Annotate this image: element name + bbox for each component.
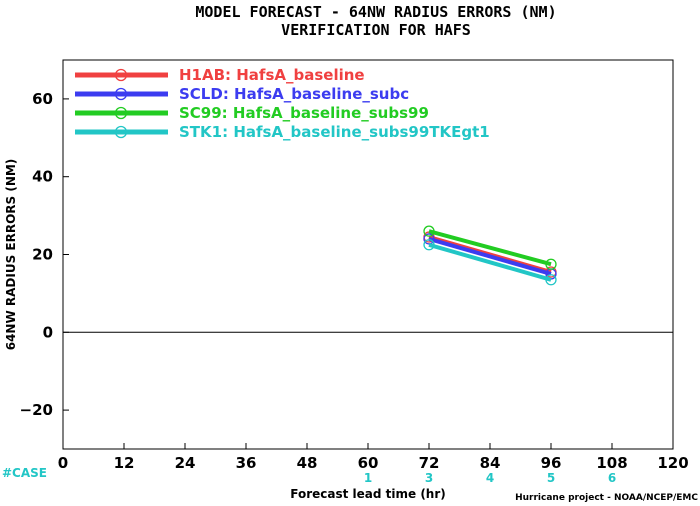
- case-count: 5: [547, 471, 555, 485]
- series-layer: [423, 225, 557, 286]
- x-tick-label: 96: [541, 454, 562, 472]
- case-count: 4: [486, 471, 494, 485]
- x-tick-label: 12: [114, 454, 135, 472]
- x-tick-label: 24: [175, 454, 196, 472]
- series-marker: [423, 233, 435, 245]
- y-axis-ticks: −20 0 20 40 60: [20, 90, 69, 419]
- series-line: [428, 237, 552, 276]
- legend-entry-label: SC99: HafsA_baseline_subs99: [179, 104, 429, 122]
- series-marker: [545, 258, 557, 270]
- case-count: 6: [608, 471, 616, 485]
- x-tick-label: 72: [419, 454, 440, 472]
- x-tick-label: 60: [358, 454, 379, 472]
- y-tick-label: 20: [32, 246, 53, 264]
- y-axis-label: 64NW RADIUS ERRORS (NM): [4, 159, 18, 351]
- series-line: [428, 242, 552, 282]
- credit-text: Hurricane project - NOAA/NCEP/EMC: [515, 493, 698, 503]
- x-tick-label: 108: [596, 454, 627, 472]
- legend-entry-label: SCLD: HafsA_baseline_subc: [179, 85, 409, 103]
- y-tick-label: 0: [43, 323, 53, 341]
- case-label: #CASE: [2, 466, 47, 480]
- y-tick-label: 60: [32, 90, 53, 108]
- legend-swatch-marker: [114, 106, 128, 120]
- case-count: 3: [425, 471, 433, 485]
- y-tick-label: 40: [32, 168, 53, 186]
- chart-subtitle: VERIFICATION FOR HAFS: [281, 21, 471, 39]
- series-line: [428, 229, 552, 267]
- x-tick-label: 120: [657, 454, 688, 472]
- legend-entry-label: H1AB: HafsA_baseline: [179, 66, 365, 84]
- x-tick-label: 84: [480, 454, 501, 472]
- y-tick-label: −20: [20, 401, 53, 419]
- x-axis-label: Forecast lead time (hr): [290, 487, 446, 501]
- chart-title: MODEL FORECAST - 64NW RADIUS ERRORS (NM): [195, 3, 556, 21]
- legend-swatch-marker: [114, 125, 128, 139]
- x-tick-label: 0: [58, 454, 68, 472]
- x-axis-ticks: 0 12 24 36 48 60 72 84 96 108 120: [58, 443, 689, 472]
- case-count: 1: [364, 471, 372, 485]
- case-counts: 1 3 4 5 6: [364, 471, 616, 485]
- series-marker: [545, 274, 557, 286]
- series-marker: [423, 225, 435, 237]
- series-marker: [423, 239, 435, 251]
- x-tick-label: 36: [236, 454, 257, 472]
- legend-swatch-marker: [114, 87, 128, 101]
- legend-entry-label: STK1: HafsA_baseline_subs99TKEgt1: [179, 123, 490, 141]
- x-tick-label: 48: [297, 454, 318, 472]
- legend-swatch-marker: [114, 68, 128, 82]
